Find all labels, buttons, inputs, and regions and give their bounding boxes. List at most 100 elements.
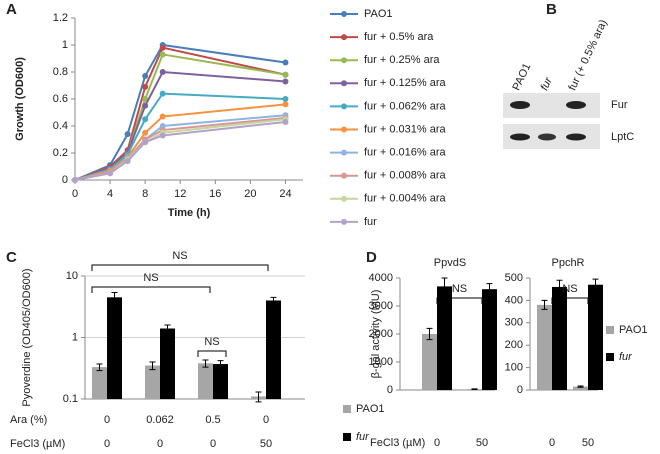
y-tick-label: 0.6: [53, 93, 68, 105]
x-tick-label: 0: [104, 414, 110, 426]
bar: [422, 334, 437, 390]
bar: [588, 284, 603, 390]
y-tick-label: 300: [505, 317, 523, 329]
x-axis-label: Ara (%): [10, 414, 47, 426]
legend-marker: [341, 103, 347, 110]
x-tick-label: 16: [209, 188, 221, 200]
legend-marker: [341, 126, 347, 133]
point: [159, 69, 166, 75]
x-tick-label: 8: [142, 188, 148, 200]
legend-marker: [341, 11, 347, 17]
error-bar: [426, 327, 433, 341]
error-bar: [164, 324, 171, 334]
y-tick-label: 100: [505, 362, 523, 374]
annotation: NS: [452, 283, 467, 295]
bar: [437, 286, 452, 390]
y-axis-label: Growth (OD600): [14, 57, 26, 141]
x-tick-label: 50: [582, 437, 594, 449]
band: [566, 133, 586, 141]
blot: PAO1 fur fur (+ 0.5% ara) Fur LptC: [503, 18, 634, 149]
bar: [107, 297, 122, 399]
y-tick-label: 1.2: [53, 12, 68, 24]
chart-title: PpchR: [551, 257, 584, 269]
y-tick-label: 0: [517, 384, 523, 396]
legend-label: fur + 0.062% ara: [364, 100, 447, 112]
legend-swatch: [343, 405, 351, 413]
bracket: [91, 286, 211, 293]
line: [74, 120, 286, 181]
y-tick-label: 0: [387, 384, 393, 396]
point: [159, 44, 166, 51]
y-tick-label: 500: [505, 272, 523, 284]
y-tick-label: 400: [505, 294, 523, 306]
band: [538, 133, 556, 141]
point: [159, 90, 166, 97]
error-bar: [486, 283, 493, 296]
legend-swatch: [606, 353, 614, 361]
bracket: [197, 350, 227, 357]
legend-marker: [341, 80, 347, 87]
point: [72, 177, 78, 183]
y-tick-label: 0: [62, 174, 68, 186]
annotation: NS: [143, 272, 158, 284]
error-bar: [441, 277, 448, 296]
bar: [145, 365, 160, 399]
y-tick-label: 4000: [369, 272, 393, 284]
point: [142, 96, 149, 102]
annotation: NS: [204, 336, 219, 348]
bar: [213, 364, 228, 399]
legend-marker: [341, 149, 347, 156]
bar: [482, 289, 497, 390]
error-bar: [592, 278, 599, 291]
legend-label: fur + 0.016% ara: [364, 147, 447, 159]
panel-label: D: [366, 249, 377, 266]
y-tick-label: 1: [72, 331, 78, 343]
x-tick-label: 0.5: [205, 414, 220, 426]
bracket: [91, 264, 269, 271]
y-axis-label: Pyoverdine (OD405/OD600): [21, 268, 33, 406]
legend-marker: [341, 34, 347, 41]
y-tick-label: 1000: [369, 356, 393, 368]
bar: [537, 304, 552, 390]
point: [124, 158, 131, 165]
point: [124, 131, 131, 138]
x-tick-label: 20: [244, 188, 256, 200]
x-tick-label: 0: [549, 437, 555, 449]
legend-label: fur: [619, 351, 633, 363]
legend-label: PAO1: [356, 403, 385, 415]
band-label: LptC: [611, 131, 634, 143]
y-axis-label: β-gal activity (MU): [370, 290, 382, 379]
bracket: [436, 297, 483, 304]
chart-title: PpvdS: [434, 257, 466, 269]
bar: [266, 300, 281, 399]
x-tick-label: 0: [263, 414, 269, 426]
x-axis-label: FeCl3 (µM): [370, 437, 425, 449]
legend-label: PAO1: [619, 324, 648, 336]
legend-marker: [341, 172, 347, 179]
point: [159, 132, 166, 139]
y-tick-label: 0.2: [53, 147, 68, 159]
point: [282, 96, 289, 102]
point: [282, 78, 289, 85]
legend-label: fur + 0.25% ara: [364, 54, 440, 66]
point: [142, 139, 149, 146]
legend-label: fur + 0.004% ara: [364, 193, 447, 205]
bar: [198, 363, 213, 399]
y-tick-label: 0.1: [63, 393, 78, 405]
error-bar: [541, 299, 548, 310]
point: [159, 113, 166, 120]
y-tick-label: 0.8: [53, 66, 68, 78]
point: [142, 129, 149, 136]
x-tick-label: 12: [174, 188, 186, 200]
x-tick-label: 0: [104, 438, 110, 450]
x-tick-label: 0: [72, 188, 78, 200]
x-tick-label: 24: [279, 188, 291, 200]
panel-label: A: [6, 1, 17, 18]
x-tick-label: 0: [434, 437, 440, 449]
y-tick-label: 0.4: [53, 120, 68, 132]
line: [74, 92, 286, 181]
panel-label: C: [6, 249, 17, 266]
legend-swatch: [343, 433, 351, 441]
error-bar: [255, 391, 262, 403]
lane-label: fur: [538, 75, 555, 93]
